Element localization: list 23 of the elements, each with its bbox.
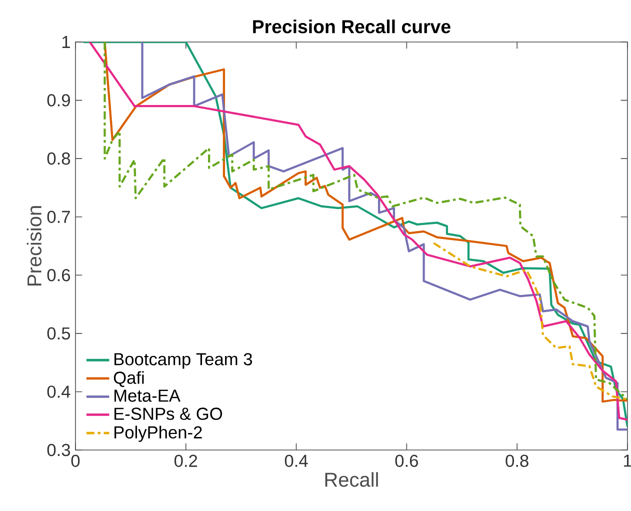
y-tick-label: 0.6 [47,269,70,282]
y-tick-label: 0.8 [47,152,70,165]
x-tick-label: 0.4 [284,454,308,467]
legend-label: PolyPhen-2 [114,426,202,442]
y-tick-label: 0.5 [47,327,70,340]
x-tick-label: 0.6 [395,454,418,467]
legend-label: Meta-EA [114,390,180,402]
chart-title: Precision Recall curve [253,20,450,34]
y-tick-label: 0.3 [47,444,70,456]
x-axis-title: Recall [325,472,378,487]
legend-label: Qafi [114,371,144,388]
x-tick-label: 0.8 [506,454,528,467]
y-tick-label: 0.4 [47,386,70,398]
x-tick-label: 1 [624,454,631,467]
legend-label: Bootcamp Team 3 [114,353,252,369]
y-tick-label: 0.7 [47,210,70,223]
y-axis-title: Precision [26,206,42,286]
x-tick-label: 0.2 [174,454,198,467]
line-series [432,242,628,400]
x-tick-label: 0 [71,454,80,467]
legend-label: E-SNPs & GO [114,408,222,420]
y-tick-label: 0.9 [47,94,70,106]
y-tick-label: 1 [62,36,70,48]
